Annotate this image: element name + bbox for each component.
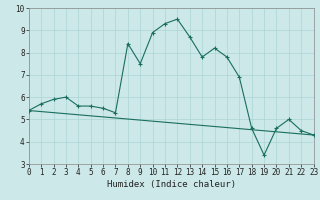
X-axis label: Humidex (Indice chaleur): Humidex (Indice chaleur) xyxy=(107,180,236,189)
